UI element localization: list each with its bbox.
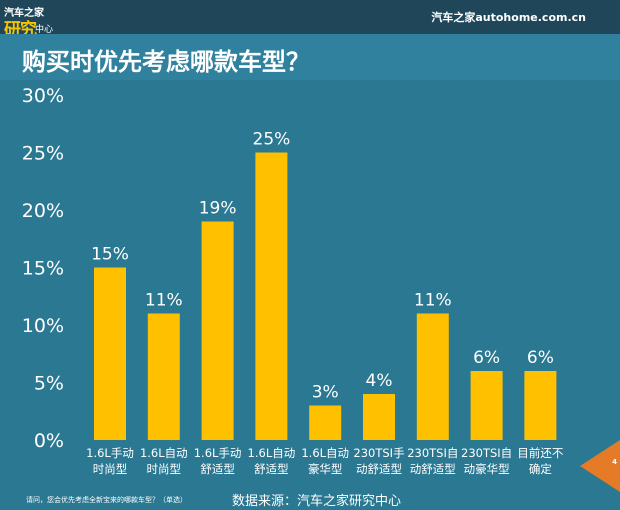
x-tick-label: 230TSI自 (461, 446, 512, 460)
site-name: 汽车之家autohome.com.cn (431, 11, 586, 24)
x-tick-label: 时尚型 (93, 462, 128, 476)
y-tick-label: 20% (22, 200, 64, 222)
chart-title: 购买时优先考虑哪款车型？ (22, 48, 310, 76)
y-tick-label: 0% (34, 430, 64, 452)
top-bar (0, 0, 620, 34)
data-label: 6% (473, 348, 500, 368)
y-tick-label: 25% (22, 143, 64, 165)
x-tick-label: 1.6L自动 (248, 446, 296, 460)
x-tick-label: 确定 (529, 462, 552, 476)
bar (363, 394, 395, 440)
bar (255, 152, 288, 440)
x-tick-label: 1.6L自动 (301, 446, 349, 460)
bar (470, 371, 503, 440)
data-label: 6% (527, 348, 554, 368)
page-arrow-icon[interactable] (580, 440, 620, 492)
bar (309, 405, 342, 440)
y-tick-label: 15% (22, 258, 64, 280)
data-label: 25% (253, 130, 291, 150)
x-tick-label: 舒适型 (200, 462, 235, 476)
y-tick-label: 10% (22, 315, 64, 337)
data-label: 4% (366, 371, 393, 391)
bar (94, 267, 126, 440)
bar (524, 371, 557, 440)
y-tick-label: 30% (22, 85, 64, 107)
x-tick-label: 目前还不 (517, 446, 563, 460)
logo-top-text: 汽车之家 (4, 8, 44, 19)
x-tick-label: 1.6L自动 (140, 446, 188, 460)
bar (147, 313, 180, 440)
data-source: 数据来源：汽车之家研究中心 (232, 494, 402, 509)
x-tick-label: 豪华型 (308, 462, 343, 476)
x-tick-label: 动舒适型 (410, 462, 456, 476)
logo-sub-text: 中心 (35, 25, 54, 35)
x-tick-label: 动舒适型 (356, 462, 402, 476)
data-label: 11% (145, 291, 183, 311)
data-label: 19% (199, 199, 237, 219)
bar (201, 221, 234, 440)
title-band (0, 34, 620, 80)
x-tick-label: 时尚型 (147, 462, 182, 476)
x-tick-label: 230TSI自 (407, 446, 458, 460)
bar (416, 313, 449, 440)
x-tick-label: 动豪华型 (464, 462, 510, 476)
y-tick-label: 5% (34, 373, 64, 395)
page-number: 4 (612, 458, 617, 466)
x-tick-label: 230TSI手 (353, 446, 404, 460)
x-tick-label: 1.6L手动 (86, 446, 134, 460)
data-label: 11% (414, 291, 452, 311)
data-label: 3% (312, 383, 339, 403)
data-label: 15% (91, 245, 129, 265)
x-tick-label: 舒适型 (254, 462, 289, 476)
survey-question: 请问，您会优先考虑全新宝来的哪款车型？（单选） (26, 496, 187, 504)
x-tick-label: 1.6L手动 (194, 446, 242, 460)
